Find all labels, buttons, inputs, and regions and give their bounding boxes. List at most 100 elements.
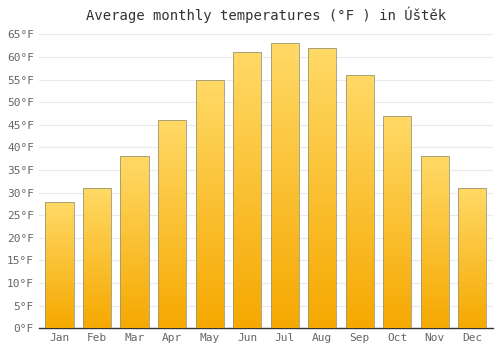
Bar: [196, 326, 224, 327]
Bar: [458, 284, 486, 285]
Bar: [308, 80, 336, 82]
Bar: [270, 59, 299, 61]
Bar: [458, 263, 486, 264]
Bar: [270, 147, 299, 149]
Bar: [46, 211, 74, 212]
Bar: [458, 272, 486, 273]
Bar: [196, 286, 224, 287]
Bar: [46, 217, 74, 218]
Bar: [308, 318, 336, 320]
Bar: [308, 244, 336, 245]
Bar: [158, 293, 186, 294]
Bar: [421, 220, 449, 221]
Bar: [158, 253, 186, 254]
Bar: [196, 114, 224, 116]
Bar: [196, 206, 224, 208]
Bar: [308, 250, 336, 251]
Bar: [46, 302, 74, 303]
Bar: [270, 137, 299, 139]
Bar: [83, 203, 111, 204]
Bar: [196, 306, 224, 307]
Bar: [83, 270, 111, 271]
Bar: [458, 250, 486, 251]
Bar: [270, 133, 299, 134]
Bar: [46, 202, 74, 203]
Bar: [458, 299, 486, 300]
Bar: [196, 297, 224, 298]
Bar: [383, 203, 412, 204]
Bar: [458, 197, 486, 198]
Bar: [120, 157, 148, 158]
Bar: [270, 145, 299, 146]
Bar: [458, 315, 486, 316]
Bar: [83, 232, 111, 233]
Bar: [308, 270, 336, 271]
Bar: [233, 245, 261, 247]
Bar: [421, 233, 449, 234]
Bar: [421, 262, 449, 263]
Bar: [233, 102, 261, 104]
Bar: [196, 188, 224, 189]
Bar: [196, 251, 224, 252]
Bar: [120, 206, 148, 207]
Bar: [383, 223, 412, 224]
Bar: [158, 173, 186, 174]
Bar: [120, 186, 148, 187]
Bar: [346, 189, 374, 190]
Bar: [383, 276, 412, 277]
Bar: [83, 315, 111, 316]
Bar: [308, 143, 336, 145]
Bar: [346, 298, 374, 299]
Bar: [308, 227, 336, 229]
Bar: [233, 154, 261, 156]
Bar: [346, 137, 374, 138]
Bar: [346, 164, 374, 165]
Bar: [158, 321, 186, 322]
Bar: [120, 291, 148, 292]
Bar: [196, 120, 224, 122]
Bar: [458, 188, 486, 189]
Bar: [421, 251, 449, 252]
Bar: [421, 271, 449, 272]
Bar: [83, 217, 111, 218]
Bar: [346, 293, 374, 294]
Bar: [158, 199, 186, 200]
Bar: [270, 274, 299, 275]
Bar: [120, 236, 148, 237]
Bar: [346, 245, 374, 246]
Bar: [233, 299, 261, 301]
Bar: [120, 327, 148, 328]
Bar: [120, 285, 148, 286]
Bar: [346, 290, 374, 292]
Bar: [158, 143, 186, 144]
Bar: [120, 179, 148, 180]
Bar: [158, 274, 186, 275]
Bar: [120, 257, 148, 258]
Bar: [83, 192, 111, 193]
Bar: [421, 318, 449, 319]
Bar: [46, 312, 74, 313]
Bar: [421, 301, 449, 302]
Bar: [308, 233, 336, 234]
Bar: [383, 211, 412, 212]
Bar: [421, 295, 449, 296]
Bar: [421, 294, 449, 295]
Bar: [196, 277, 224, 279]
Bar: [46, 305, 74, 306]
Bar: [83, 199, 111, 200]
Bar: [421, 278, 449, 279]
Bar: [308, 163, 336, 164]
Bar: [383, 215, 412, 216]
Bar: [346, 279, 374, 280]
Bar: [158, 308, 186, 309]
Bar: [270, 256, 299, 257]
Bar: [270, 200, 299, 202]
Bar: [383, 281, 412, 282]
Bar: [308, 167, 336, 168]
Bar: [83, 254, 111, 255]
Bar: [120, 320, 148, 321]
Bar: [421, 260, 449, 261]
Bar: [233, 226, 261, 228]
Bar: [120, 300, 148, 301]
Bar: [196, 280, 224, 281]
